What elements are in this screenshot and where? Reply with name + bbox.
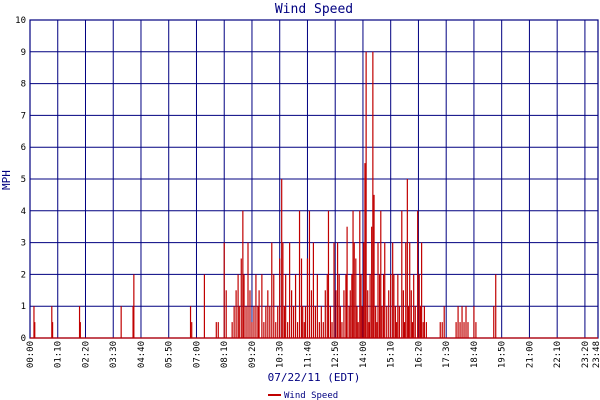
y-tick-label: 7: [21, 111, 26, 121]
x-tick-label: 08:10: [220, 341, 230, 368]
y-tick-label: 2: [21, 270, 26, 280]
x-tick-label: 21:00: [525, 341, 535, 368]
x-tick-label: 17:30: [442, 341, 452, 368]
x-tick-label: 15:10: [387, 341, 397, 368]
x-tick-label: 18:40: [470, 341, 480, 368]
x-tick-label: 09:20: [248, 341, 258, 368]
chart-title: Wind Speed: [275, 2, 353, 17]
y-tick-label: 8: [21, 80, 26, 90]
x-tick-label: 05:50: [165, 341, 175, 368]
x-tick-label: 01:10: [54, 341, 64, 368]
x-tick-label: 23:48: [592, 341, 600, 368]
y-tick-label: 5: [21, 175, 26, 185]
y-tick-label: 3: [21, 239, 26, 249]
x-tick-label: 19:50: [498, 341, 508, 368]
y-tick-label: 4: [21, 207, 26, 217]
x-tick-label: 12:50: [331, 341, 341, 368]
y-axis-label: MPH: [0, 170, 13, 190]
y-tick-label: 1: [21, 302, 26, 312]
x-tick-label: 16:20: [414, 341, 424, 368]
y-tick-label: 10: [15, 16, 26, 26]
x-tick-label: 22:10: [553, 341, 563, 368]
x-tick-label: 03:30: [109, 341, 119, 368]
y-tick-label: 9: [21, 48, 26, 58]
x-axis-label: 07/22/11 (EDT): [268, 371, 361, 384]
x-tick-label: 00:00: [26, 341, 36, 368]
x-tick-label: 11:40: [303, 341, 313, 368]
x-tick-label: 04:40: [137, 341, 147, 368]
x-tick-label: 10:30: [276, 341, 286, 368]
legend: Wind Speed: [268, 391, 338, 400]
y-tick-label: 6: [21, 143, 26, 153]
x-tick-label: 23:20: [581, 341, 591, 368]
legend-label: Wind Speed: [284, 391, 338, 400]
x-tick-label: 14:00: [359, 341, 369, 368]
y-axis-ticks: 0 1 2 3 4 5 6 7 8 9 10: [15, 16, 26, 344]
data-series: [30, 51, 598, 339]
x-tick-label: 02:20: [81, 341, 91, 368]
x-tick-label: 07:00: [192, 341, 202, 368]
x-axis-ticks: 00:00 01:10 02:20 03:30 04:40 05:50 07:00 08:10…: [26, 341, 600, 368]
y-tick-label: 0: [21, 334, 26, 344]
